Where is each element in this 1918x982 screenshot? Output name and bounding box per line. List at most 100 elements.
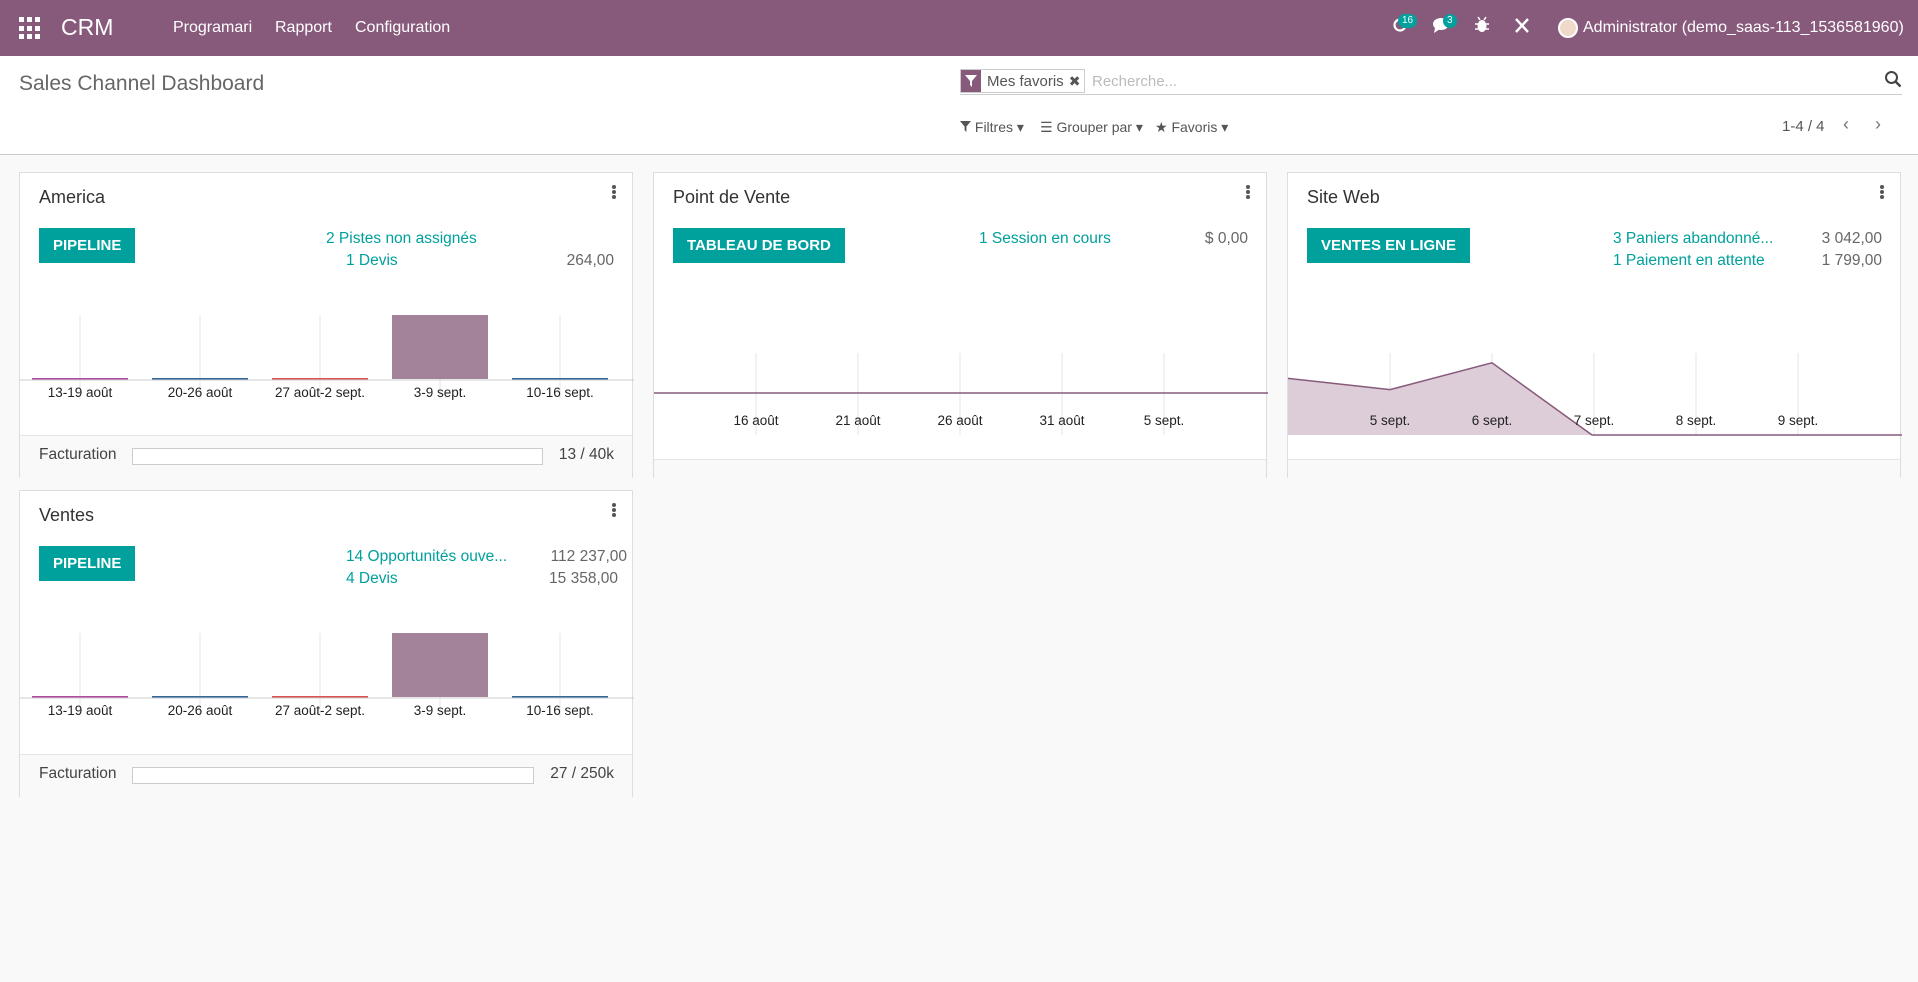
sessions-amount: $ 0,00: [1204, 230, 1248, 247]
card-footer: [654, 459, 1266, 478]
bar: [272, 378, 368, 380]
apps-menu-icon[interactable]: [19, 17, 42, 40]
pipeline-chart: 13-19 août 20-26 août 27 août-2 sept. 3-9 s…: [20, 315, 634, 400]
online-sales-button[interactable]: VENTES EN LIGNE: [1307, 228, 1471, 263]
card-site-web: Site Web VENTES EN LIGNE 3 Paniers aband…: [1287, 172, 1902, 478]
list-icon: ☰: [1040, 119, 1053, 135]
message-count-badge: 3: [1443, 14, 1457, 28]
bar: [512, 696, 608, 698]
activity-count-badge: 16: [1398, 14, 1418, 28]
search-icon[interactable]: [1884, 70, 1902, 93]
star-icon: ★: [1155, 119, 1168, 135]
series-line: [1288, 362, 1902, 436]
search-facet: Mes favoris ✖: [960, 69, 1086, 93]
filter-facet-icon: [961, 70, 981, 92]
card-title: America: [39, 187, 106, 207]
invoicing-value[interactable]: 27 / 250k: [550, 765, 614, 782]
card-menu-icon[interactable]: [1880, 185, 1884, 199]
card-title: Ventes: [39, 505, 95, 525]
quotations-link[interactable]: 1 Devis: [346, 252, 398, 269]
user-avatar[interactable]: [1558, 18, 1578, 38]
pipeline-chart: 13-19 août 20-26 août 27 août-2 sept. 3-9 s…: [20, 633, 634, 718]
x-tick-label: 13-19 août: [48, 385, 113, 400]
card-title: Site Web: [1307, 187, 1380, 207]
card-title: Point de Vente: [673, 187, 791, 207]
pager-next-icon[interactable]: ›: [1875, 114, 1881, 134]
search-input[interactable]: [1092, 70, 1832, 92]
facet-remove-icon[interactable]: ✖: [1068, 72, 1081, 89]
invoicing-label: Facturation: [39, 446, 117, 463]
x-tick-label: 5 sept.: [1370, 413, 1411, 428]
pipeline-button[interactable]: PIPELINE: [39, 228, 136, 263]
invoicing-progress-bar: [132, 767, 534, 784]
open-opportunities-amount: 112 237,00: [550, 548, 627, 565]
card-menu-icon[interactable]: [1246, 185, 1250, 199]
filters-dropdown[interactable]: Filtres ▾: [960, 119, 1024, 136]
bar: [272, 696, 368, 698]
quotations-amount: 15 358,00: [549, 570, 618, 587]
card-america: America PIPELINE 2 Pistes non assignés 1…: [19, 172, 634, 478]
bar: [392, 315, 488, 379]
quotations-amount: 264,00: [566, 252, 614, 269]
bar: [152, 696, 248, 698]
sessions-link[interactable]: 1 Session en cours: [979, 230, 1111, 247]
card-menu-icon[interactable]: [612, 503, 616, 517]
menu-programari[interactable]: Programari: [173, 19, 253, 36]
abandoned-carts-link[interactable]: 3 Paniers abandonné...: [1613, 230, 1774, 247]
x-tick-label: 20-26 août: [168, 703, 233, 718]
dashboard-button[interactable]: TABLEAU DE BORD: [673, 228, 845, 263]
quotations-link[interactable]: 4 Devis: [346, 570, 398, 587]
x-tick-label: 10-16 sept.: [526, 385, 594, 400]
menu-configuration[interactable]: Configuration: [355, 19, 451, 36]
pager-value[interactable]: 1-4 / 4: [1782, 118, 1825, 135]
x-tick-label: 31 août: [1039, 413, 1084, 428]
pending-payments-amount: 1 799,00: [1821, 252, 1882, 269]
card-menu-icon[interactable]: [612, 185, 616, 199]
page-title: Sales Channel Dashboard: [19, 72, 265, 95]
invoicing-value[interactable]: 13 / 40k: [558, 446, 614, 463]
groupby-label: Grouper par: [1056, 119, 1132, 135]
x-tick-label: 10-16 sept.: [526, 703, 594, 718]
x-tick-label: 9 sept.: [1778, 413, 1819, 428]
pager-previous-icon[interactable]: ‹: [1843, 114, 1849, 134]
user-menu[interactable]: Administrator (demo_saas-113_1536581960): [1583, 19, 1904, 36]
x-tick-label: 8 sept.: [1676, 413, 1717, 428]
x-tick-label: 3-9 sept.: [414, 385, 467, 400]
groupby-dropdown[interactable]: ☰ Grouper par ▾: [1040, 119, 1143, 135]
x-tick-label: 16 août: [733, 413, 778, 428]
favorites-label: Favoris: [1171, 119, 1218, 135]
x-tick-label: 13-19 août: [48, 703, 113, 718]
pipeline-button[interactable]: PIPELINE: [39, 546, 136, 581]
search-bar: Mes favoris ✖: [960, 68, 1902, 95]
invoicing-label: Facturation: [39, 765, 117, 782]
pending-payments-link[interactable]: 1 Paiement en attente: [1613, 252, 1765, 269]
bar: [32, 378, 128, 380]
bar: [32, 696, 128, 698]
x-tick-label: 5 sept.: [1144, 413, 1185, 428]
card-ventes: Ventes PIPELINE 14 Opportunités ouve... …: [19, 490, 634, 797]
control-panel: Sales Channel Dashboard Mes favoris ✖ Fi…: [0, 56, 1918, 155]
card-footer: Facturation 13 / 40k: [20, 435, 632, 478]
menu-rapport[interactable]: Rapport: [275, 19, 332, 36]
card-footer: [1288, 459, 1900, 478]
x-tick-label: 6 sept.: [1472, 413, 1513, 428]
filters-label: Filtres: [974, 119, 1014, 135]
open-opportunities-link[interactable]: 14 Opportunités ouve...: [346, 548, 508, 565]
x-tick-label: 3-9 sept.: [414, 703, 467, 718]
sales-line-chart: 16 août 21 août 26 août 31 août 5 sept.: [654, 353, 1268, 435]
x-tick-label: 21 août: [835, 413, 880, 428]
unassigned-leads-link[interactable]: 2 Pistes non assignés: [326, 230, 477, 247]
filter-icon: [960, 119, 975, 135]
x-tick-label: 27 août-2 sept.: [275, 385, 365, 400]
x-tick-label: 20-26 août: [168, 385, 233, 400]
app-brand[interactable]: CRM: [61, 14, 114, 40]
invoicing-progress-bar: [132, 448, 543, 465]
x-tick-label: 7 sept.: [1574, 413, 1615, 428]
bar: [152, 378, 248, 380]
facet-label: Mes favoris: [987, 72, 1064, 90]
card-footer: Facturation 27 / 250k: [20, 754, 632, 797]
debug-bug-icon[interactable]: [1474, 16, 1490, 39]
favorites-dropdown[interactable]: ★ Favoris ▾: [1155, 119, 1229, 135]
card-point-de-vente: Point de Vente TABLEAU DE BORD 1 Session…: [653, 172, 1268, 478]
tools-icon[interactable]: [1514, 16, 1530, 39]
